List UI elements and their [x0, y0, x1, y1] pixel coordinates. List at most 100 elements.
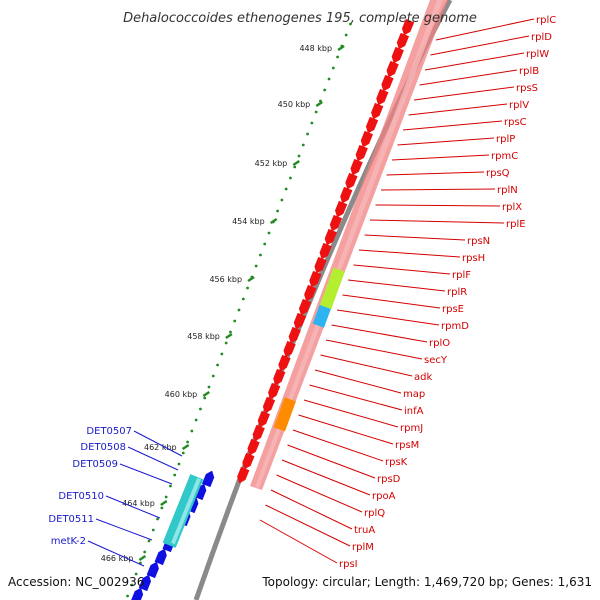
reverse-gene-arrow — [237, 466, 250, 484]
tick-dot — [349, 22, 352, 26]
connector-rpss — [413, 86, 515, 101]
reverse-gene-arrow — [257, 410, 270, 428]
tick-dot — [224, 341, 228, 345]
reverse-gene-arrow — [401, 18, 415, 36]
tick-dot — [134, 572, 138, 576]
reverse-gene-arrow — [381, 74, 394, 92]
gene-label-rplb: rplB — [519, 66, 539, 77]
major-tick — [247, 275, 255, 283]
connector-rpmd — [336, 309, 440, 326]
gene-label-rplo: rplO — [429, 338, 450, 349]
connector-metk-2 — [87, 540, 145, 567]
connector-det0507 — [133, 430, 183, 457]
kbp-label-466-kbp: 466 kbp — [101, 554, 134, 563]
major-tick — [202, 390, 210, 398]
reverse-gene-arrow — [268, 382, 281, 400]
gene-label-det0507: DET0507 — [86, 426, 132, 437]
connector-rplq — [276, 474, 363, 513]
reverse-gene-arrow — [288, 326, 301, 344]
connector-rple — [369, 219, 505, 224]
connector-rplc — [435, 18, 535, 41]
tick-dot — [147, 539, 151, 543]
tick-dot — [344, 33, 348, 37]
tick-dot — [130, 583, 134, 587]
gene-label-rplc: rplC — [536, 15, 556, 26]
kbp-label-458-kbp: 458 kbp — [187, 332, 220, 341]
connector-rpsh — [358, 249, 461, 258]
reverse-gene-arrow — [247, 438, 260, 456]
kbp-label-462-kbp: 462 kbp — [144, 443, 177, 452]
tick-dot — [156, 517, 159, 521]
tick-dot — [280, 198, 284, 202]
major-tick — [292, 159, 300, 167]
connector-rplm — [265, 504, 351, 547]
gene-label-rpss: rpsS — [516, 83, 538, 94]
gene-label-det0511: DET0511 — [48, 514, 94, 525]
forward-gene-arrow — [146, 561, 159, 579]
reverse-gene-arrow — [262, 396, 276, 414]
tick-dot — [151, 528, 155, 532]
gene-label-rpmc: rpmC — [491, 151, 518, 162]
connector-secy — [325, 339, 423, 360]
tick-dot — [237, 308, 241, 312]
gene-label-rplx: rplX — [502, 202, 522, 213]
forward-gene-arrow — [138, 574, 152, 592]
reverse-gene-arrow — [293, 312, 307, 330]
tick-dot — [143, 550, 147, 554]
tick-dot — [181, 451, 185, 455]
major-tick — [315, 100, 323, 108]
connector-rpoa — [281, 459, 371, 496]
gene-label-rpse: rpsE — [442, 304, 464, 315]
gene-label-rpln: rplN — [497, 185, 518, 196]
tick-dot — [126, 594, 129, 598]
tick-dot — [284, 187, 288, 191]
accession-text: Accession: NC_002936 — [8, 575, 144, 589]
connector-rpsi — [259, 519, 338, 564]
tick-dot — [160, 506, 164, 510]
reverse-gene-arrow — [252, 424, 265, 442]
connector-det0510 — [105, 495, 161, 519]
gene-label-infa: infA — [404, 406, 424, 417]
reverse-gene-arrow — [350, 158, 363, 176]
connector-rpld — [430, 35, 530, 56]
gene-label-map: map — [403, 389, 425, 400]
reverse-gene-arrow — [365, 116, 379, 134]
gene-label-rplq: rplQ — [364, 508, 385, 519]
tick-dot — [233, 319, 237, 323]
tick-dot — [327, 77, 331, 81]
reverse-gene-arrow — [319, 242, 332, 260]
connector-rpsq — [386, 171, 485, 176]
connector-rpsd — [287, 444, 376, 479]
reverse-gene-arrow — [396, 32, 410, 50]
tick-dot — [241, 297, 245, 301]
connector-rplr — [347, 279, 446, 292]
reverse-gene-arrow — [340, 186, 353, 204]
map-title: Dehalococcoides ethenogenes 195, complet… — [123, 11, 477, 26]
gene-label-rpsq: rpsQ — [486, 168, 510, 179]
tick-dot — [164, 495, 168, 499]
reverse-gene-arrow — [283, 340, 296, 358]
reverse-gene-arrow — [371, 102, 384, 120]
secY-gene — [312, 304, 331, 328]
tick-dot — [301, 143, 305, 147]
connector-map — [314, 369, 402, 394]
connector-rplx — [375, 204, 501, 207]
tick-dot — [310, 121, 314, 125]
reverse-gene-arrow — [360, 130, 374, 148]
gene-label-det0510: DET0510 — [58, 491, 104, 502]
connector-det0508 — [127, 446, 179, 471]
reverse-track-stripe — [255, 0, 443, 488]
connector-det0511 — [95, 518, 153, 541]
tick-dot — [289, 176, 292, 180]
connector-trua — [270, 489, 353, 530]
gene-label-rpmj: rpmJ — [400, 423, 423, 434]
connector-rpmc — [391, 154, 490, 161]
tick-dot — [267, 231, 271, 235]
reverse-gene-arrow — [391, 46, 404, 64]
kbp-label-450-kbp: 450 kbp — [278, 100, 311, 109]
tick-dot — [216, 363, 219, 367]
gene-label-metk-2: metK-2 — [51, 536, 86, 547]
gene-label-rpsi: rpsI — [339, 559, 358, 570]
kbp-label-452-kbp: 452 kbp — [255, 159, 288, 168]
